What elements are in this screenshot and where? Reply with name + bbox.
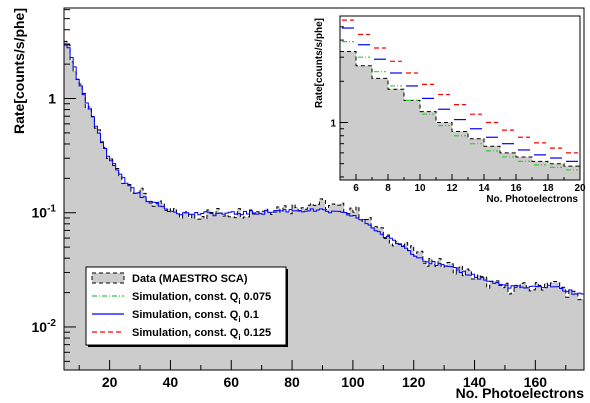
inset-y-tick-label: 1 — [330, 118, 336, 129]
legend-entry-value: 0.125 — [241, 327, 272, 339]
legend-entry-value: 0.075 — [241, 291, 272, 303]
main-plot-frame — [63, 7, 585, 371]
legend-entry-subscript: i — [238, 333, 240, 342]
legend-swatch-data — [91, 272, 125, 284]
legend-entry-subscript: i — [238, 315, 240, 324]
inset-x-tick-label: 20 — [574, 183, 586, 194]
inset-y-axis-label: Rate[counts/s/phe] — [314, 18, 325, 108]
data-series-line — [64, 40, 584, 301]
simulation-0.1-line — [64, 44, 584, 295]
legend-entry-value: 0.1 — [241, 309, 259, 321]
legend-entry-label: Simulation, const. Qi 0.125 — [132, 327, 271, 342]
inset-x-tick-label: 6 — [353, 183, 359, 194]
legend-entry-text: Simulation, const. Q — [132, 309, 239, 321]
main-x-tick-label: 60 — [223, 374, 239, 390]
legend-entry-label: Simulation, const. Qi 0.075 — [132, 291, 271, 306]
main-x-tick-label: 100 — [341, 374, 365, 390]
inset-x-tick-label: 10 — [414, 183, 426, 194]
inset-x-axis-label: No. Photoelectrons — [486, 194, 578, 205]
legend-entry-label: Simulation, const. Qi 0.1 — [132, 309, 259, 324]
legend-entry-text: Simulation, const. Q — [132, 291, 239, 303]
main-y-tick-base: 10 — [32, 205, 48, 221]
legend-entry-label: Data (MAESTRO SCA) — [132, 273, 248, 285]
inset-x-tick-label: 16 — [510, 183, 522, 194]
main-x-tick-label: 160 — [524, 374, 548, 390]
main-y-tick-label: 10-2 — [32, 318, 57, 335]
inset-chart: 6 8 10 12 14 16 18 20 1 No. Photoelectrons Rate[co… — [314, 15, 586, 205]
inset-data-fill — [340, 51, 580, 180]
inset-x-tick-label: 18 — [542, 183, 554, 194]
main-y-tick-exponent: -1 — [47, 204, 56, 215]
legend-entry-subscript: i — [238, 297, 240, 306]
main-y-tick-exponent: -2 — [47, 318, 56, 329]
main-y-tick-label: 10-1 — [32, 204, 57, 221]
main-x-tick-label: 140 — [463, 374, 487, 390]
main-x-tick-label: 120 — [402, 374, 426, 390]
main-y-tick-label: 1 — [48, 91, 56, 107]
main-x-tick-label: 20 — [102, 374, 118, 390]
main-x-tick-label: 80 — [284, 374, 300, 390]
inset-x-tick-label: 14 — [478, 183, 490, 194]
legend: Data (MAESTRO SCA) Simulation, const. Qi … — [85, 266, 288, 347]
legend-entry-text: Simulation, const. Q — [132, 327, 239, 339]
inset-data-line — [340, 51, 580, 167]
main-y-tick-base: 1 — [48, 91, 56, 107]
inset-x-tick-label: 12 — [446, 183, 458, 194]
legend-entry-text: Data (MAESTRO SCA) — [132, 273, 248, 285]
main-x-tick-label: 40 — [163, 374, 179, 390]
main-y-tick-base: 10 — [32, 319, 48, 335]
inset-plot-frame — [339, 15, 581, 181]
inset-x-tick-label: 8 — [385, 183, 391, 194]
main-x-axis-label: No. Photoelectrons — [456, 385, 585, 401]
main-y-axis-label: Rate[counts/s/phe] — [11, 8, 27, 134]
